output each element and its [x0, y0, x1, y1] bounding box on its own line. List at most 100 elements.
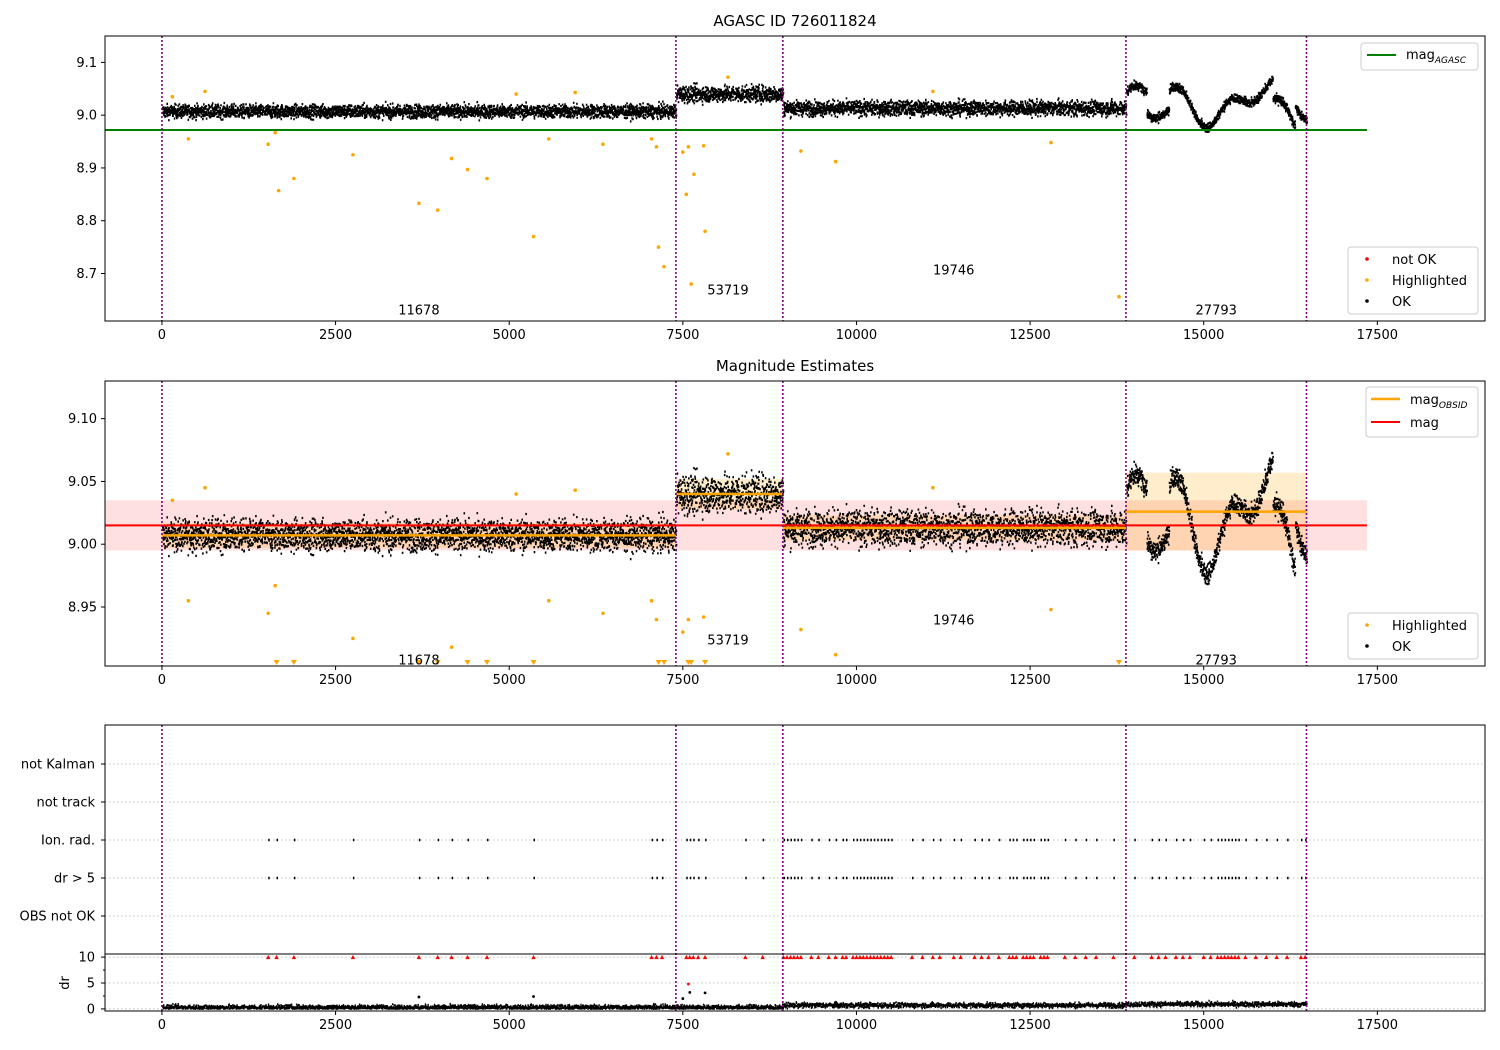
dr-clipped-marker: [857, 954, 863, 960]
highlighted-point: [170, 94, 175, 99]
legend-mag-agasc-sub: AGASC: [1434, 56, 1467, 66]
highlighted-point: [701, 143, 706, 148]
dr-clipped-marker: [868, 954, 873, 960]
dr-clipped-marker: [826, 954, 831, 960]
dr-clipped-marker: [1208, 954, 1213, 960]
highlighted-point: [485, 176, 489, 181]
highlighted-point: [654, 145, 659, 149]
highlighted-point: [203, 89, 207, 94]
y-tick-label: 8.7: [76, 267, 97, 282]
legend2-ok: OK: [1392, 640, 1411, 655]
dr-clipped-marker: [291, 954, 297, 960]
legend-mag-agasc-main: mag: [1406, 48, 1435, 63]
dr-clipped-marker: [1031, 954, 1036, 960]
dr-clipped-marker: [930, 954, 936, 960]
dr-clipped-marker: [1163, 954, 1168, 960]
dr-clipped-marker: [1253, 954, 1259, 960]
below-range-marker: [655, 660, 662, 665]
dr-clipped-marker: [1024, 954, 1029, 960]
highlighted-point: [573, 90, 577, 95]
dr-tick-label: 0: [87, 1002, 95, 1017]
x-tick-label: 17500: [1357, 328, 1398, 343]
highlighted-point: [186, 598, 191, 603]
x-tick-label: 5000: [493, 673, 526, 688]
dr-clipped-marker: [996, 954, 1002, 960]
dr-clipped-marker: [1093, 954, 1099, 960]
panel3-frame: [104, 724, 1486, 1012]
highlighted-point: [514, 492, 518, 496]
below-range-marker: [661, 660, 668, 665]
panel-magnitude-estimates: Magnitude Estimates 11678 53719 19746 27793…: [68, 357, 1486, 688]
x-tick-label: 15000: [1183, 1018, 1224, 1033]
dr-clipped-marker: [1045, 954, 1050, 960]
x-tick-label: 2500: [319, 328, 352, 343]
x-tick-label: 15000: [1183, 328, 1224, 343]
x-tick-label: 7500: [666, 328, 699, 343]
highlighted-point: [1117, 294, 1121, 299]
highlighted-point: [435, 208, 440, 212]
dr-clipped-marker: [1111, 954, 1116, 960]
x-tick-label: 17500: [1357, 1018, 1398, 1033]
highlighted-point: [273, 130, 277, 135]
dr-clipped-marker: [878, 954, 883, 960]
dr-axis-label: dr: [58, 976, 73, 990]
dr-clipped-marker: [888, 954, 894, 960]
dr-clipped-marker: [743, 954, 748, 960]
dr-tick-label: 10: [78, 951, 95, 966]
svg-text:magOBSID: magOBSID: [1410, 393, 1468, 411]
panel2-title: Magnitude Estimates: [716, 357, 874, 375]
flag-row-label: OBS not OK: [20, 910, 96, 925]
dr-clipped-marker: [1264, 954, 1269, 960]
dr-clipped-marker: [659, 954, 665, 960]
highlighted-point: [465, 167, 470, 172]
dr-clipped-marker: [1083, 954, 1088, 960]
dr-clipped-marker: [861, 954, 866, 960]
svg-text:magAGASC: magAGASC: [1406, 48, 1467, 66]
dr-clipped-marker: [1274, 954, 1279, 960]
dr-clipped-marker: [951, 954, 956, 960]
flag-row-label: not track: [36, 796, 95, 811]
dr-clipped-marker: [791, 954, 797, 960]
dr-clipped-marker: [809, 954, 814, 960]
highlighted-point: [681, 150, 685, 154]
legend2-highlighted: Highlighted: [1392, 619, 1467, 634]
dr-clipped-marker: [465, 954, 470, 960]
dr-clipped-marker: [1229, 954, 1234, 960]
dr-clipped-marker: [958, 954, 963, 960]
highlighted-point: [1049, 140, 1053, 145]
below-range-marker: [273, 660, 280, 665]
dr-clipped-marker: [1132, 954, 1137, 960]
highlighted-point: [692, 172, 696, 177]
dr-spike-point: [686, 982, 690, 986]
dr-clipped-marker: [1149, 954, 1154, 960]
highlighted-point: [546, 598, 551, 603]
highlighted-point: [662, 264, 666, 269]
dr-spike-point: [703, 991, 707, 995]
highlighted-point: [656, 245, 661, 249]
dr-tick-label: 5: [87, 977, 95, 992]
dr-clipped-marker: [854, 954, 859, 960]
flag-points: [268, 838, 1307, 880]
dr-clipped-marker: [979, 954, 984, 960]
dr-spike-point: [532, 995, 535, 998]
dr-clipped-marker: [788, 954, 793, 960]
dr-clipped-marker: [1243, 954, 1248, 960]
panel2-frame: [104, 380, 1486, 667]
below-range-marker: [483, 660, 490, 665]
dr-clipped-marker: [654, 954, 659, 960]
dr-clipped-marker: [1041, 954, 1047, 960]
dr-clipped-marker: [937, 954, 943, 960]
dr-clipped-marker: [1010, 954, 1015, 960]
legend-not-ok: not OK: [1392, 253, 1437, 268]
highlighted-point: [276, 188, 281, 193]
dr-clipped-marker: [972, 954, 977, 960]
y-tick-label: 8.8: [76, 214, 97, 229]
highlighted-point: [654, 617, 659, 622]
panel2-legend-bottom: Highlighted OK: [1347, 612, 1479, 660]
legend-mag-obsid-sub: OBSID: [1439, 401, 1468, 411]
highlighted-point: [170, 498, 175, 503]
highlighted-point: [292, 176, 296, 181]
obs-label: 53719: [707, 283, 748, 298]
dr-spike-point: [681, 997, 685, 1000]
